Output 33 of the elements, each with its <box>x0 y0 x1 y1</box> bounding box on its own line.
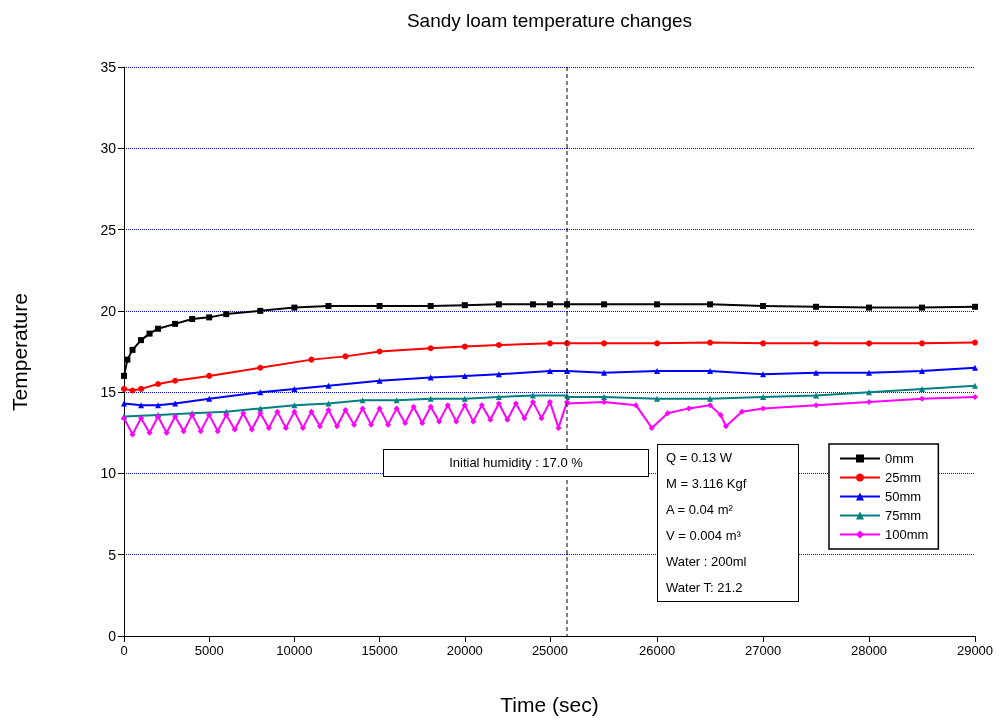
x-tick-label: 10000 <box>276 643 313 658</box>
annotation: A = 0.04 m² <box>666 501 734 519</box>
x-tick-label: 28000 <box>850 643 888 658</box>
legend-label: 75mm <box>885 508 922 523</box>
chart-title: Sandy loam temperature changes <box>405 10 694 32</box>
legend-label: 25mm <box>885 470 922 485</box>
x-tick-label: 0 <box>120 643 128 658</box>
x-tick-label: 15000 <box>361 643 398 658</box>
x-axis-title: Time (sec) <box>499 693 600 717</box>
y-tick-label: 25 <box>100 221 117 238</box>
x-tick-label: 20000 <box>446 643 483 658</box>
y-tick-label: 15 <box>100 384 117 401</box>
annotation: Water : 200ml <box>666 553 748 571</box>
annotation: M = 3.116 Kgf <box>666 475 748 493</box>
y-tick-label: 5 <box>108 546 117 563</box>
y-axis-title: Temperature <box>8 292 32 412</box>
x-tick-label: 25000 <box>531 643 569 658</box>
y-tick-label: 35 <box>100 59 117 75</box>
x-tick-label: 27000 <box>744 643 782 658</box>
legend-label: 0mm <box>885 451 914 466</box>
legend-label: 50mm <box>885 489 922 504</box>
x-tick-label: 26000 <box>639 643 676 658</box>
y-tick-label: 10 <box>100 465 117 482</box>
y-tick-label: 0 <box>108 628 117 644</box>
y-tick-label: 30 <box>100 140 117 157</box>
legend-label: 100mm <box>885 527 929 542</box>
text-box: Initial humidity : 17.0 % <box>383 449 649 477</box>
x-tick-label: 5000 <box>194 643 224 658</box>
annotation: Q = 0.13 W <box>666 449 734 467</box>
x-tick-label: 29000 <box>956 643 994 658</box>
annotation: Water T: 21.2 <box>666 579 744 597</box>
y-tick-label: 20 <box>100 302 117 319</box>
annotation: V = 0.004 m³ <box>666 527 742 545</box>
